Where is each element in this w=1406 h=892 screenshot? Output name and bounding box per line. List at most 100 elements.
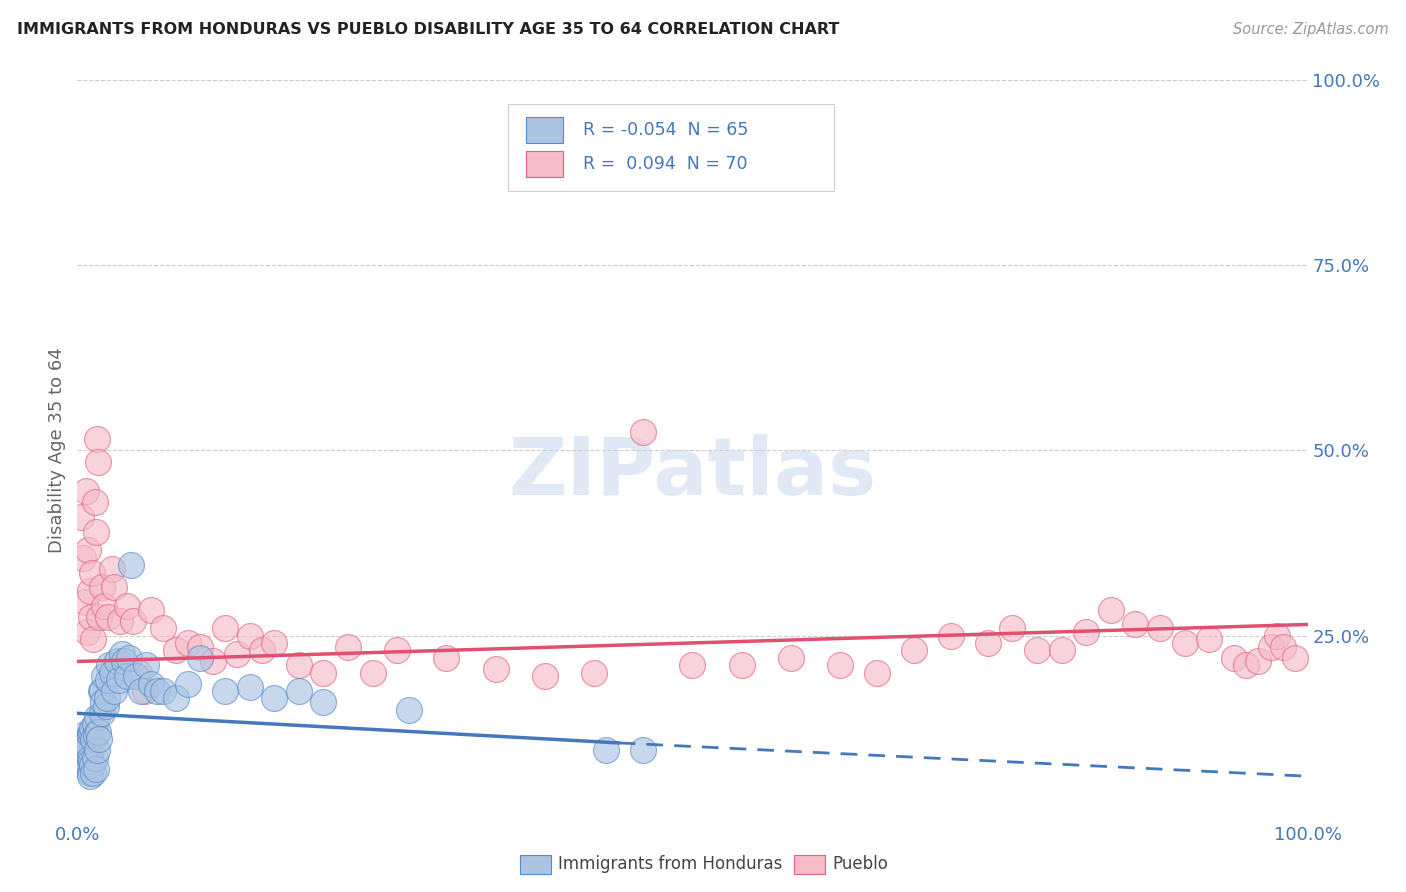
Point xyxy=(111,647,132,661)
Point xyxy=(82,732,104,747)
Point xyxy=(86,743,108,757)
Point xyxy=(79,750,101,764)
Point xyxy=(134,684,156,698)
Point xyxy=(1198,632,1220,647)
Point xyxy=(89,610,111,624)
Point xyxy=(82,721,104,735)
Point xyxy=(830,658,852,673)
Point xyxy=(1026,643,1049,657)
Point xyxy=(79,729,101,743)
Point xyxy=(94,698,117,713)
Point xyxy=(87,454,110,468)
Point xyxy=(682,658,704,673)
Point xyxy=(115,599,138,613)
Point xyxy=(75,484,97,499)
Point xyxy=(72,747,94,761)
Point xyxy=(312,665,335,680)
Point xyxy=(96,691,118,706)
Point xyxy=(86,710,108,724)
Point xyxy=(939,628,962,642)
Point xyxy=(288,658,311,673)
Point xyxy=(118,650,141,665)
Point xyxy=(534,669,557,683)
Point xyxy=(82,765,104,780)
Point xyxy=(1149,621,1171,635)
Point xyxy=(82,758,104,772)
Point xyxy=(103,581,125,595)
Point xyxy=(83,717,105,731)
Point xyxy=(214,621,236,635)
Text: IMMIGRANTS FROM HONDURAS VS PUEBLO DISABILITY AGE 35 TO 64 CORRELATION CHART: IMMIGRANTS FROM HONDURAS VS PUEBLO DISAB… xyxy=(17,22,839,37)
Point xyxy=(112,655,135,669)
Point xyxy=(121,558,143,573)
Text: Pueblo: Pueblo xyxy=(832,855,889,873)
Point xyxy=(135,658,157,673)
Point xyxy=(188,640,212,654)
Point xyxy=(103,684,125,698)
Point xyxy=(73,739,96,754)
Point xyxy=(105,655,128,669)
Point xyxy=(152,621,174,635)
Point xyxy=(84,762,107,776)
Text: R = -0.054  N = 65: R = -0.054 N = 65 xyxy=(583,121,748,139)
Point xyxy=(337,640,360,654)
Point xyxy=(201,655,224,669)
Point xyxy=(80,724,103,739)
Point xyxy=(165,691,187,706)
Point xyxy=(91,695,114,709)
Point xyxy=(239,681,262,695)
Point xyxy=(98,658,121,673)
Point xyxy=(583,665,606,680)
Point xyxy=(110,614,132,628)
Point xyxy=(83,495,105,509)
Point xyxy=(76,758,98,772)
Point xyxy=(385,643,409,657)
Point xyxy=(82,632,104,647)
Point xyxy=(82,566,104,580)
Point xyxy=(77,543,100,558)
Point xyxy=(361,665,384,680)
Point xyxy=(177,636,200,650)
Point xyxy=(79,584,101,599)
Point xyxy=(84,729,107,743)
Point xyxy=(1001,621,1024,635)
Point xyxy=(595,743,617,757)
Point xyxy=(77,739,100,754)
Text: R =  0.094  N = 70: R = 0.094 N = 70 xyxy=(583,155,748,173)
Point xyxy=(1099,602,1122,616)
Point xyxy=(108,673,131,687)
Point xyxy=(1272,640,1295,654)
Point xyxy=(115,669,138,683)
Point xyxy=(73,750,96,764)
Point xyxy=(226,647,249,661)
Point xyxy=(633,743,655,757)
Point xyxy=(1234,658,1257,673)
Point xyxy=(76,624,98,639)
Point xyxy=(1260,640,1282,654)
Point xyxy=(75,755,97,769)
Point xyxy=(731,658,754,673)
Point xyxy=(1174,636,1197,650)
FancyBboxPatch shape xyxy=(508,104,834,191)
Point xyxy=(72,729,94,743)
Point xyxy=(90,684,114,698)
Point xyxy=(97,673,120,687)
Point xyxy=(188,650,212,665)
Point xyxy=(398,703,420,717)
Point xyxy=(177,676,200,690)
Point xyxy=(1076,624,1098,639)
Y-axis label: Disability Age 35 to 64: Disability Age 35 to 64 xyxy=(48,348,66,553)
Point xyxy=(70,510,93,524)
Point xyxy=(84,524,107,539)
Point xyxy=(90,684,112,698)
Point xyxy=(80,610,103,624)
Point xyxy=(80,755,103,769)
Point xyxy=(1265,628,1288,642)
Point xyxy=(97,610,120,624)
Text: ZIPatlas: ZIPatlas xyxy=(509,434,876,512)
Point xyxy=(485,662,508,676)
Point xyxy=(93,669,115,683)
Point xyxy=(239,628,262,642)
Point xyxy=(90,581,114,595)
Point xyxy=(633,425,655,439)
